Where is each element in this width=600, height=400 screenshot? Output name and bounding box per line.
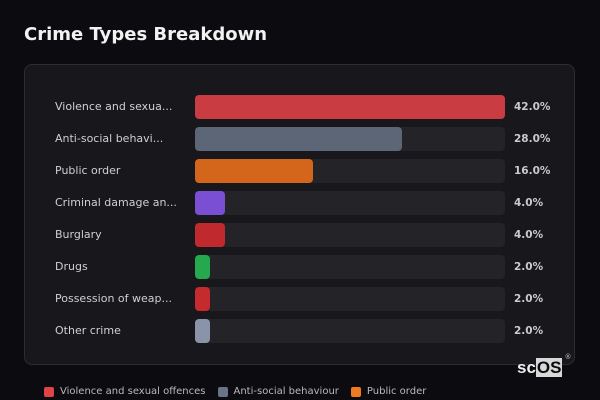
scos-logo: scOS ® — [517, 354, 570, 378]
bar-label: Criminal damage an... — [55, 196, 177, 209]
bar-label: Drugs — [55, 260, 88, 273]
legend-label: Violence and sexual offences — [60, 386, 206, 397]
bar-row: Criminal damage an... 4.0% — [25, 191, 574, 215]
bar-label: Violence and sexua... — [55, 100, 173, 113]
bar-label: Anti-social behavi... — [55, 132, 164, 145]
legend-swatch — [217, 386, 228, 397]
bar-row: Anti-social behavi... 28.0% — [25, 127, 574, 151]
legend-swatch — [44, 386, 54, 397]
bar-track — [195, 223, 505, 247]
chart-title: Crime Types Breakdown — [24, 24, 268, 45]
bar-row: Drugs 2.0% — [25, 255, 574, 279]
bar[interactable] — [195, 127, 402, 151]
bar-value: 4.0% — [514, 229, 544, 241]
bar[interactable] — [195, 95, 505, 119]
chart-card: Violence and sexua... 42.0% Anti-social be… — [24, 64, 575, 365]
bar-label: Other crime — [55, 324, 121, 337]
registered-mark: ® — [565, 354, 571, 361]
bar-value: 4.0% — [514, 197, 544, 209]
logo-text-sc: sc — [517, 358, 536, 377]
bar-track — [195, 255, 505, 279]
legend: Violence and sexual offences Anti-social … — [44, 386, 426, 397]
bar-row: Violence and sexua... 42.0% — [25, 95, 574, 119]
bar-row: Burglary 4.0% — [25, 223, 574, 247]
legend-swatch — [350, 386, 361, 397]
bar-value: 16.0% — [514, 165, 551, 177]
bar[interactable] — [195, 191, 225, 215]
bar-track — [195, 127, 505, 151]
logo-text-os: OS — [535, 358, 563, 377]
bar-label: Burglary — [55, 228, 102, 241]
bar-track — [195, 95, 505, 119]
legend-label: Anti-social behaviour — [233, 386, 339, 397]
bar[interactable] — [195, 255, 210, 279]
bar-row: Public order 16.0% — [25, 159, 574, 183]
bar-track — [195, 319, 505, 343]
bar-row: Other crime 2.0% — [25, 319, 574, 343]
bar-row: Possession of weap... 2.0% — [25, 287, 574, 311]
bar-value: 2.0% — [514, 325, 544, 337]
bar-label: Possession of weap... — [55, 292, 172, 305]
bar-track — [195, 191, 505, 215]
legend-item[interactable]: Anti-social behaviour — [217, 386, 339, 397]
bar[interactable] — [195, 223, 225, 247]
bar-value: 28.0% — [514, 133, 551, 145]
legend-item[interactable]: Public order — [350, 386, 427, 397]
bar[interactable] — [195, 287, 210, 311]
bar-label: Public order — [55, 164, 121, 177]
bar-value: 42.0% — [514, 101, 551, 113]
bar-track — [195, 159, 505, 183]
legend-item[interactable]: Violence and sexual offences — [44, 386, 206, 397]
bar-value: 2.0% — [514, 261, 544, 273]
bar-value: 2.0% — [514, 293, 544, 305]
bar[interactable] — [195, 319, 210, 343]
legend-label: Public order — [366, 386, 427, 397]
bar-track — [195, 287, 505, 311]
bar[interactable] — [195, 159, 314, 183]
